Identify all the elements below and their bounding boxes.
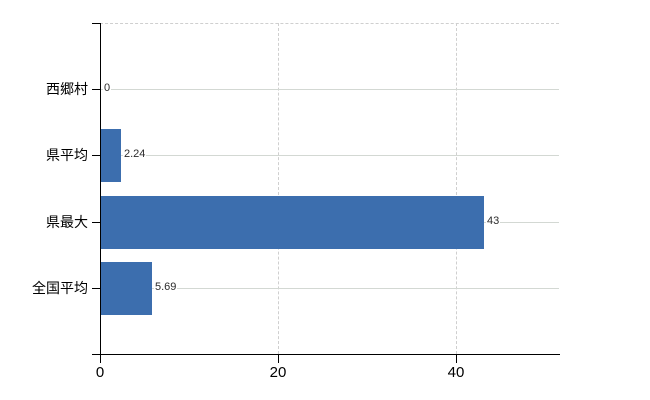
bar xyxy=(101,196,484,249)
x-tick-mark xyxy=(100,355,101,363)
x-tick-label: 20 xyxy=(269,364,287,381)
category-gridline xyxy=(100,155,559,156)
y-tick-mark xyxy=(92,23,100,24)
bar-value-label: 5.69 xyxy=(154,281,178,295)
category-label: 全国平均 xyxy=(32,280,88,296)
bar-value-label: 2.24 xyxy=(123,148,147,162)
category-gridline xyxy=(100,288,559,289)
bar xyxy=(101,262,152,315)
y-tick-mark xyxy=(92,89,100,90)
x-tick-mark xyxy=(456,355,457,363)
y-axis-line xyxy=(100,23,101,354)
x-tick-mark xyxy=(278,355,279,363)
x-axis-line xyxy=(92,354,560,355)
y-tick-mark xyxy=(92,155,100,156)
plot-top-border xyxy=(100,23,559,24)
x-gridline xyxy=(456,23,457,354)
x-gridline xyxy=(278,23,279,354)
y-tick-mark xyxy=(92,222,100,223)
category-gridline xyxy=(100,89,559,90)
bar-value-label: 0 xyxy=(103,82,112,96)
x-tick-label: 0 xyxy=(95,364,105,381)
bar xyxy=(101,129,121,182)
category-label: 西郷村 xyxy=(46,81,88,97)
category-label: 県最大 xyxy=(46,214,88,230)
category-label: 県平均 xyxy=(46,147,88,163)
y-tick-mark xyxy=(92,288,100,289)
x-tick-label: 40 xyxy=(447,364,465,381)
bar-value-label: 43 xyxy=(486,215,501,229)
